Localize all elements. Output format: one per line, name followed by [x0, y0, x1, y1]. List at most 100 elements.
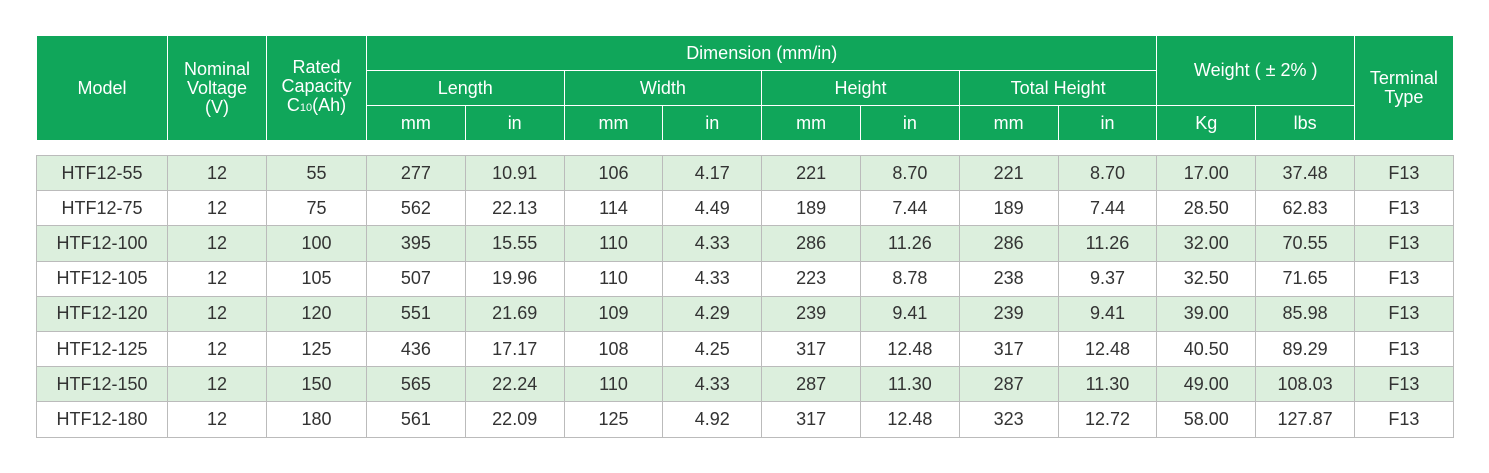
table-cell: 70.55	[1255, 225, 1355, 262]
table-cell: 4.17	[662, 154, 763, 192]
header-cell: mm	[366, 105, 466, 141]
table-cell: 109	[563, 295, 664, 332]
table-cell: 19.96	[464, 260, 565, 297]
header-text: C	[286, 95, 300, 115]
table-cell: HTF12-150	[36, 366, 168, 403]
header-cell: Total Height	[958, 70, 1158, 106]
table-cell: F13	[1353, 190, 1454, 227]
header-cell: in	[859, 105, 960, 141]
table-cell: 8.78	[859, 260, 960, 297]
table-cell: 189	[761, 190, 861, 227]
table-cell: 12	[167, 295, 267, 332]
table-cell: HTF12-125	[36, 330, 168, 368]
header-cell: mm	[958, 105, 1059, 141]
table-cell: 12	[167, 154, 267, 192]
header-text: Rated	[292, 57, 341, 77]
header-text: Voltage	[186, 77, 248, 98]
table-cell: 12	[167, 330, 267, 368]
table-row: HTF12-180 12 180 561 22.09 125 4.92 317 12.48 323…	[36, 401, 1454, 438]
table-cell: HTF12-105	[36, 260, 168, 297]
table-cell: F13	[1353, 366, 1454, 403]
table-cell: F13	[1353, 260, 1454, 297]
table-cell: 221	[761, 154, 861, 192]
table-cell: 4.33	[662, 225, 763, 262]
header-text: Nominal	[183, 58, 251, 79]
table-row: HTF12-125 12 125 436 17.17 108 4.25 317 12.48 317…	[36, 330, 1454, 368]
table-cell: HTF12-55	[36, 154, 168, 192]
header-cell: Dimension (mm/in)	[365, 35, 1158, 71]
table-cell: F13	[1353, 330, 1454, 368]
table-header: Model Nominal Voltage (V) Rated Capacity C10…	[36, 35, 1454, 141]
table-cell: 551	[366, 295, 466, 332]
table-cell: 7.44	[859, 190, 960, 227]
table-cell: 395	[366, 225, 466, 262]
table-cell: 239	[958, 295, 1059, 332]
table-cell: 238	[958, 260, 1059, 297]
table-cell: 11.30	[859, 366, 960, 403]
table-cell: 12	[167, 366, 267, 403]
header-text: (V)	[205, 96, 229, 117]
table-cell: 7.44	[1057, 190, 1158, 227]
table-cell: 58.00	[1156, 401, 1257, 438]
table-cell: 15.55	[464, 225, 565, 262]
table-body: HTF12-55 12 55 277 10.91 106 4.17 221 8.70 221 8.7…	[36, 154, 1454, 438]
table-cell: 4.33	[662, 366, 763, 403]
table-cell: 287	[958, 366, 1059, 403]
table-row: HTF12-150 12 150 565 22.24 110 4.33 287 11.30 287…	[36, 366, 1454, 403]
table-cell: 565	[366, 366, 466, 403]
table-cell: 317	[761, 330, 861, 368]
table-cell: HTF12-100	[36, 225, 168, 262]
table-cell: 28.50	[1156, 190, 1257, 227]
table-cell: HTF12-75	[36, 190, 168, 227]
table-cell: 317	[761, 401, 861, 438]
table-cell: 323	[958, 401, 1059, 438]
table-cell: 562	[366, 190, 466, 227]
table-cell: HTF12-180	[36, 401, 168, 438]
table-cell: 12	[167, 190, 267, 227]
table-row: HTF12-75 12 75 562 22.13 114 4.49 189 7.44 189 7.4…	[36, 190, 1454, 227]
table-cell: 11.26	[1057, 225, 1158, 262]
header-cell: Nominal Voltage (V)	[167, 35, 267, 141]
table-cell: 110	[563, 366, 664, 403]
table-cell: 62.83	[1255, 190, 1355, 227]
header-text: (Ah)	[312, 95, 347, 115]
table-cell: F13	[1353, 225, 1454, 262]
header-cell: in	[662, 105, 763, 141]
table-cell: 286	[761, 225, 861, 262]
table-cell: 17.17	[464, 330, 565, 368]
table-cell: 49.00	[1156, 366, 1257, 403]
table-cell: 317	[958, 330, 1059, 368]
table-cell: 12.48	[859, 401, 960, 438]
table-cell: 108.03	[1255, 366, 1355, 403]
table-cell: 55	[266, 154, 367, 192]
table-cell: 12.48	[1057, 330, 1158, 368]
table-cell: 4.29	[662, 295, 763, 332]
table-row: HTF12-55 12 55 277 10.91 106 4.17 221 8.70 221 8.7…	[36, 154, 1454, 192]
table-cell: 12	[167, 260, 267, 297]
table-cell: 8.70	[859, 154, 960, 192]
table-cell: 507	[366, 260, 466, 297]
table-cell: 12.72	[1057, 401, 1158, 438]
table-cell: 110	[563, 225, 664, 262]
table-cell: 106	[563, 154, 664, 192]
table-cell: 11.30	[1057, 366, 1158, 403]
table-cell: 277	[366, 154, 466, 192]
table-cell: 21.69	[464, 295, 565, 332]
table-cell: 105	[266, 260, 367, 297]
header-cell: mm	[563, 105, 664, 141]
table-row: HTF12-120 12 120 551 21.69 109 4.29 239 9.41 239 9…	[36, 295, 1454, 332]
table-cell: 17.00	[1156, 154, 1257, 192]
table-cell: 4.25	[662, 330, 763, 368]
header-text: Terminal	[1369, 68, 1438, 88]
table-row: HTF12-100 12 100 395 15.55 110 4.33 286 11.26 286…	[36, 225, 1454, 262]
table-cell: 39.00	[1156, 295, 1257, 332]
table-cell: 125	[266, 330, 367, 368]
table-cell: 40.50	[1156, 330, 1257, 368]
header-cell: Length	[366, 70, 565, 106]
header-cell: Model	[36, 35, 168, 141]
table-cell: 9.41	[859, 295, 960, 332]
header-cell: Weight ( ± 2% )	[1156, 35, 1355, 106]
table-cell: 287	[761, 366, 861, 403]
table-cell: 180	[266, 401, 367, 438]
